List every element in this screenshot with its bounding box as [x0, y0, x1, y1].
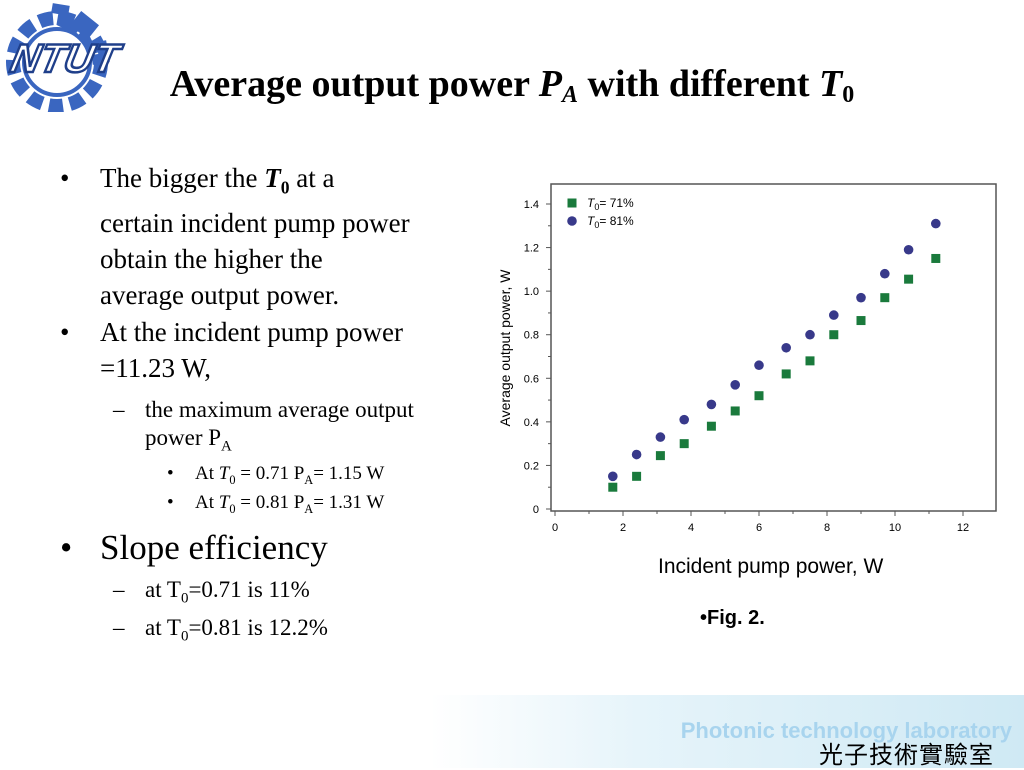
footer-band	[430, 695, 1024, 768]
point-t0-71	[730, 406, 740, 416]
bullet-pump-power: At the incident pump power =11.23 W,	[60, 314, 500, 386]
x-tick-label: 6	[756, 522, 762, 534]
point-t0-71	[706, 421, 716, 431]
bullet-t0-effect: The bigger the T0 at a certain incident …	[60, 160, 500, 313]
point-t0-81	[730, 380, 740, 390]
point-t0-81	[781, 342, 791, 353]
y-tick-label: 1.2	[524, 243, 539, 255]
point-t0-71	[655, 451, 665, 461]
y-tick-label: 0.2	[524, 460, 539, 472]
footer-lab-name-chinese: 光子技術實驗室	[819, 741, 994, 769]
y-tick-label: 1.4	[524, 199, 539, 211]
sub-sub-bullet-t071: At T0 = 0.71 PA= 1.15 W	[167, 462, 384, 492]
point-t0-81	[754, 360, 764, 371]
sub-bullet-slope-081: at T0=0.81 is 12.2%	[113, 614, 328, 651]
point-t0-81	[931, 218, 941, 229]
point-t0-71	[880, 293, 890, 303]
x-tick-label: 8	[824, 522, 830, 534]
figure-caption: •Fig. 2.	[700, 607, 765, 629]
point-t0-81	[903, 244, 914, 255]
sub-bullet-max-output: the maximum average output power PA	[113, 396, 414, 461]
point-t0-71	[805, 356, 815, 366]
point-t0-71	[856, 316, 866, 326]
point-t0-81	[856, 292, 866, 303]
legend-marker-circle	[567, 216, 577, 226]
point-t0-81	[608, 471, 618, 482]
scatter-chart: 0 0.2 0.4 0.6 0.8 1.0 1.2 1.4 0 2 4 6 8 10 12 Average …	[497, 183, 997, 534]
x-tick-label: 0	[552, 522, 558, 534]
sub-sub-bullet-t081: At T0 = 0.81 PA= 1.31 W	[167, 491, 384, 521]
sub-bullet-slope-071: at T0=0.71 is 11%	[113, 576, 310, 613]
legend-label: T0= 81%	[587, 214, 634, 230]
y-tick-label: 0.8	[524, 330, 539, 342]
plot-frame	[550, 183, 997, 512]
slide-title: Average output power PA with different T…	[169, 63, 855, 108]
point-t0-81	[880, 268, 890, 279]
point-t0-71	[781, 369, 791, 379]
x-tick-label: 12	[957, 522, 969, 534]
y-axis-label: Average output power, W	[497, 269, 513, 427]
data-points	[608, 218, 941, 492]
legend-label: T0= 71%	[587, 196, 634, 212]
point-t0-71	[829, 330, 839, 340]
point-t0-71	[679, 439, 689, 449]
point-t0-71	[904, 274, 914, 284]
logo-text: NTUT	[7, 35, 127, 80]
y-tick-label: 1.0	[524, 286, 539, 298]
legend-marker-square	[567, 198, 577, 208]
point-t0-81	[805, 329, 815, 340]
ntut-logo: NTUT	[6, 3, 128, 112]
point-t0-71	[632, 471, 642, 481]
x-tick-label: 4	[688, 522, 694, 534]
axes: 0 0.2 0.4 0.6 0.8 1.0 1.2 1.4 0 2 4 6 8 10 12	[524, 199, 969, 534]
point-t0-71	[608, 482, 618, 492]
x-tick-label: 2	[620, 522, 626, 534]
gear-icon	[6, 3, 110, 112]
y-tick-label: 0.6	[524, 373, 539, 385]
y-tick-label: 0	[533, 504, 539, 516]
point-t0-71	[931, 253, 941, 263]
legend: T0= 71% T0= 81%	[567, 196, 634, 230]
x-tick-label: 10	[889, 522, 901, 534]
footer-lab-name: Photonic technology laboratory	[680, 718, 1012, 743]
point-t0-81	[679, 414, 689, 425]
point-t0-81	[829, 310, 839, 320]
bullet-slope-efficiency: Slope efficiency	[60, 528, 500, 568]
y-tick-label: 0.4	[524, 417, 539, 429]
point-t0-81	[631, 449, 642, 460]
point-t0-81	[655, 432, 666, 442]
point-t0-81	[706, 399, 717, 410]
point-t0-71	[754, 391, 764, 401]
x-axis-label: Incident pump power, W	[658, 555, 884, 578]
